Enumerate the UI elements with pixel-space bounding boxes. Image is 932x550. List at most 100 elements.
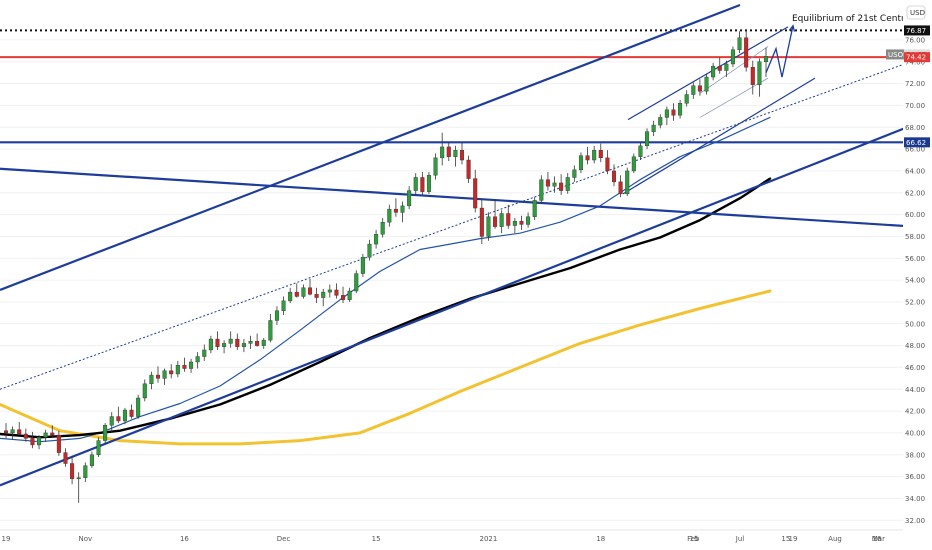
candle bbox=[380, 217, 385, 238]
candle bbox=[169, 364, 174, 379]
candle-body bbox=[281, 300, 286, 311]
candle bbox=[255, 333, 260, 347]
candle-body bbox=[288, 291, 293, 302]
candle bbox=[691, 82, 696, 99]
price-axis[interactable]: 76.00 74.00 72.00 70.00 68.00 66.00 64.00 62.00… bbox=[903, 0, 932, 550]
arrow-head bbox=[788, 24, 796, 32]
candle-body bbox=[459, 149, 465, 161]
candle bbox=[526, 212, 531, 228]
candle bbox=[605, 150, 610, 175]
candle-body bbox=[347, 290, 352, 300]
candle bbox=[76, 472, 81, 503]
candle-body bbox=[730, 49, 735, 65]
candle bbox=[341, 286, 346, 304]
candle bbox=[235, 333, 240, 350]
y-tick-label: 52.00 bbox=[905, 298, 925, 306]
candle-body bbox=[23, 433, 28, 439]
y-tick-label: 32.00 bbox=[905, 517, 925, 525]
candle bbox=[175, 360, 180, 378]
candle bbox=[671, 103, 676, 121]
candle-body bbox=[136, 397, 141, 417]
candle bbox=[17, 422, 22, 436]
candle bbox=[466, 155, 471, 183]
candle bbox=[136, 394, 141, 419]
candle bbox=[737, 31, 742, 54]
y-tick-label: 34.00 bbox=[905, 495, 925, 503]
candle bbox=[440, 132, 445, 166]
candle bbox=[572, 165, 577, 182]
ma-black-line bbox=[0, 177, 772, 439]
candle-body bbox=[559, 182, 564, 191]
candle-body bbox=[142, 383, 147, 399]
trendline-inner-bottom bbox=[699, 77, 769, 118]
candle-body bbox=[750, 67, 755, 85]
candle bbox=[367, 239, 372, 261]
candle bbox=[23, 428, 28, 442]
candle-body bbox=[162, 370, 167, 379]
candle-body bbox=[255, 341, 260, 346]
candle-body bbox=[526, 216, 531, 225]
candle bbox=[228, 331, 233, 348]
candle-body bbox=[512, 220, 517, 226]
candle bbox=[307, 279, 313, 296]
candle-body bbox=[208, 338, 213, 351]
candle-body bbox=[618, 181, 623, 195]
candle bbox=[360, 253, 365, 277]
candle-body bbox=[175, 365, 180, 375]
candle-body bbox=[380, 222, 385, 235]
candle-body bbox=[552, 182, 557, 187]
time-axis[interactable]: 19Nov16Dec15202118Feb15Mar15Apr16May17Ju… bbox=[0, 529, 932, 543]
candle-body bbox=[473, 178, 478, 209]
candle-body bbox=[645, 131, 650, 147]
candle bbox=[664, 106, 669, 126]
candle-body bbox=[711, 65, 716, 78]
candle-body bbox=[189, 361, 194, 369]
candle-body bbox=[17, 429, 22, 435]
currency-badge: USD bbox=[906, 5, 926, 20]
price-tag-label: 66.62 bbox=[906, 139, 926, 147]
trendlines bbox=[0, 3, 932, 487]
candle-body bbox=[671, 109, 676, 116]
candle-body bbox=[684, 94, 689, 104]
candle bbox=[400, 201, 405, 223]
candle-body bbox=[50, 432, 55, 436]
symbol-tag-bg bbox=[886, 49, 904, 60]
candle bbox=[611, 164, 617, 187]
candle bbox=[301, 284, 306, 299]
candle bbox=[248, 335, 253, 349]
candle-body bbox=[129, 409, 134, 417]
y-tick-label: 42.00 bbox=[905, 408, 925, 416]
y-tick-label: 44.00 bbox=[905, 386, 925, 394]
candle bbox=[426, 172, 431, 194]
projection-arrow bbox=[765, 24, 796, 78]
candle-body bbox=[592, 149, 597, 161]
candle bbox=[618, 175, 623, 198]
candle bbox=[420, 172, 425, 195]
candle-body bbox=[757, 61, 762, 85]
candle bbox=[142, 379, 147, 402]
candle bbox=[539, 175, 544, 204]
candle bbox=[717, 57, 722, 74]
price-tag-bg bbox=[904, 137, 930, 148]
candle-body bbox=[261, 339, 266, 346]
candle-body bbox=[499, 213, 504, 227]
candle-body bbox=[598, 149, 603, 159]
x-tick-label: Aug bbox=[828, 535, 842, 543]
candle bbox=[241, 339, 246, 353]
y-tick-label: 76.00 bbox=[905, 36, 925, 44]
candle bbox=[387, 204, 392, 227]
x-tick-label: Mar bbox=[872, 535, 885, 543]
candle bbox=[486, 212, 491, 241]
candle-body bbox=[43, 432, 48, 438]
y-tick-label: 70.00 bbox=[905, 102, 925, 110]
candle-body bbox=[334, 289, 339, 296]
ma-yellow-line bbox=[0, 289, 772, 446]
candle bbox=[222, 340, 227, 354]
candle bbox=[89, 451, 94, 468]
x-tick-label: Jul bbox=[735, 535, 745, 543]
candle-body bbox=[307, 287, 313, 295]
candle bbox=[43, 429, 48, 442]
currency-label: USD bbox=[910, 9, 925, 17]
x-tick-label: 16 bbox=[873, 535, 882, 543]
